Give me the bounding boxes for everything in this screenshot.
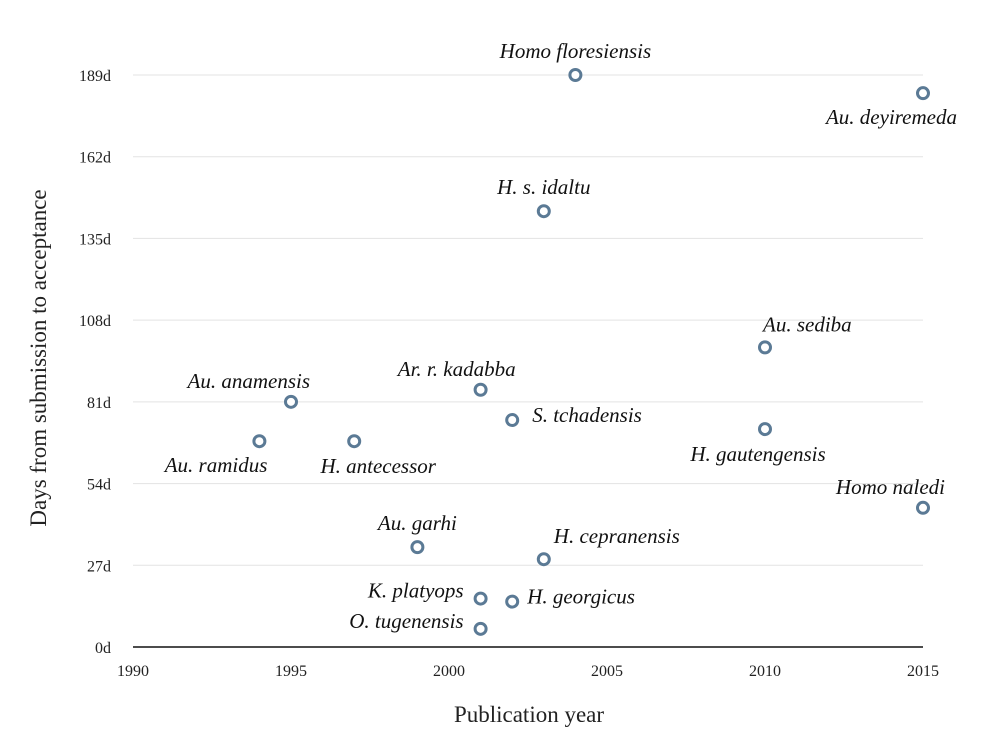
data-point-label: Au. garhi xyxy=(376,511,457,535)
data-point-label: H. s. idaltu xyxy=(496,175,590,199)
y-tick-label: 162d xyxy=(79,150,111,167)
data-point xyxy=(536,204,551,219)
data-point-label: Ar. r. kadabba xyxy=(396,357,516,381)
x-tick-label: 1995 xyxy=(275,663,307,680)
data-point-label: Homo floresiensis xyxy=(499,39,651,63)
data-point xyxy=(916,500,930,515)
y-tick-label: 54d xyxy=(87,477,111,494)
data-point-label: H. georgicus xyxy=(526,585,635,609)
data-point xyxy=(758,422,772,437)
data-point xyxy=(473,382,488,397)
y-tick-label: 135d xyxy=(79,231,111,248)
data-point-label: Au. deyiremeda xyxy=(824,105,957,129)
data-point xyxy=(347,434,362,449)
labels-layer: Homo floresiensis Au. deyiremeda H. s. ida… xyxy=(163,39,957,633)
data-point xyxy=(410,540,425,555)
x-tick-label: 1990 xyxy=(117,663,149,680)
y-tick-label: 189d xyxy=(79,68,111,85)
data-point-label: H. gautengensis xyxy=(689,442,825,466)
y-axis-title: Days from submission to acceptance xyxy=(26,189,51,526)
data-point xyxy=(505,413,520,428)
x-tick-label: 2015 xyxy=(907,663,939,680)
data-point-label: Homo naledi xyxy=(835,475,945,499)
axis-layer: 0d 27d 54d 81d 108d 135d 162d 189d 1990 1995 2000 2… xyxy=(79,68,939,680)
data-point xyxy=(252,434,267,449)
x-axis-title: Publication year xyxy=(454,702,604,727)
data-point-label: Au. ramidus xyxy=(163,453,268,477)
x-tick-label: 2005 xyxy=(591,663,623,680)
y-tick-label: 108d xyxy=(79,313,111,330)
data-point-label: K. platyops xyxy=(367,579,464,603)
y-tick-label: 81d xyxy=(87,395,111,412)
data-point-label: Au. anamensis xyxy=(186,369,311,393)
x-tick-label: 2010 xyxy=(749,663,781,680)
data-point xyxy=(536,552,551,567)
data-point-label: H. antecessor xyxy=(319,454,436,478)
y-tick-label: 27d xyxy=(87,558,111,575)
data-point xyxy=(473,591,488,606)
y-tick-label: 0d xyxy=(95,640,111,657)
data-point-label: H. cepranensis xyxy=(553,524,680,548)
data-point xyxy=(284,394,298,409)
x-tick-label: 2000 xyxy=(433,663,465,680)
grid-layer xyxy=(133,74,923,566)
data-point xyxy=(473,621,488,636)
data-point-label: S. tchadensis xyxy=(532,403,642,427)
points-layer xyxy=(252,68,930,636)
data-point xyxy=(505,594,520,609)
data-point xyxy=(916,86,930,101)
data-point-label: O. tugenensis xyxy=(349,609,463,633)
data-point xyxy=(758,340,772,355)
data-point xyxy=(568,68,583,82)
data-point-label: Au. sediba xyxy=(761,312,852,336)
